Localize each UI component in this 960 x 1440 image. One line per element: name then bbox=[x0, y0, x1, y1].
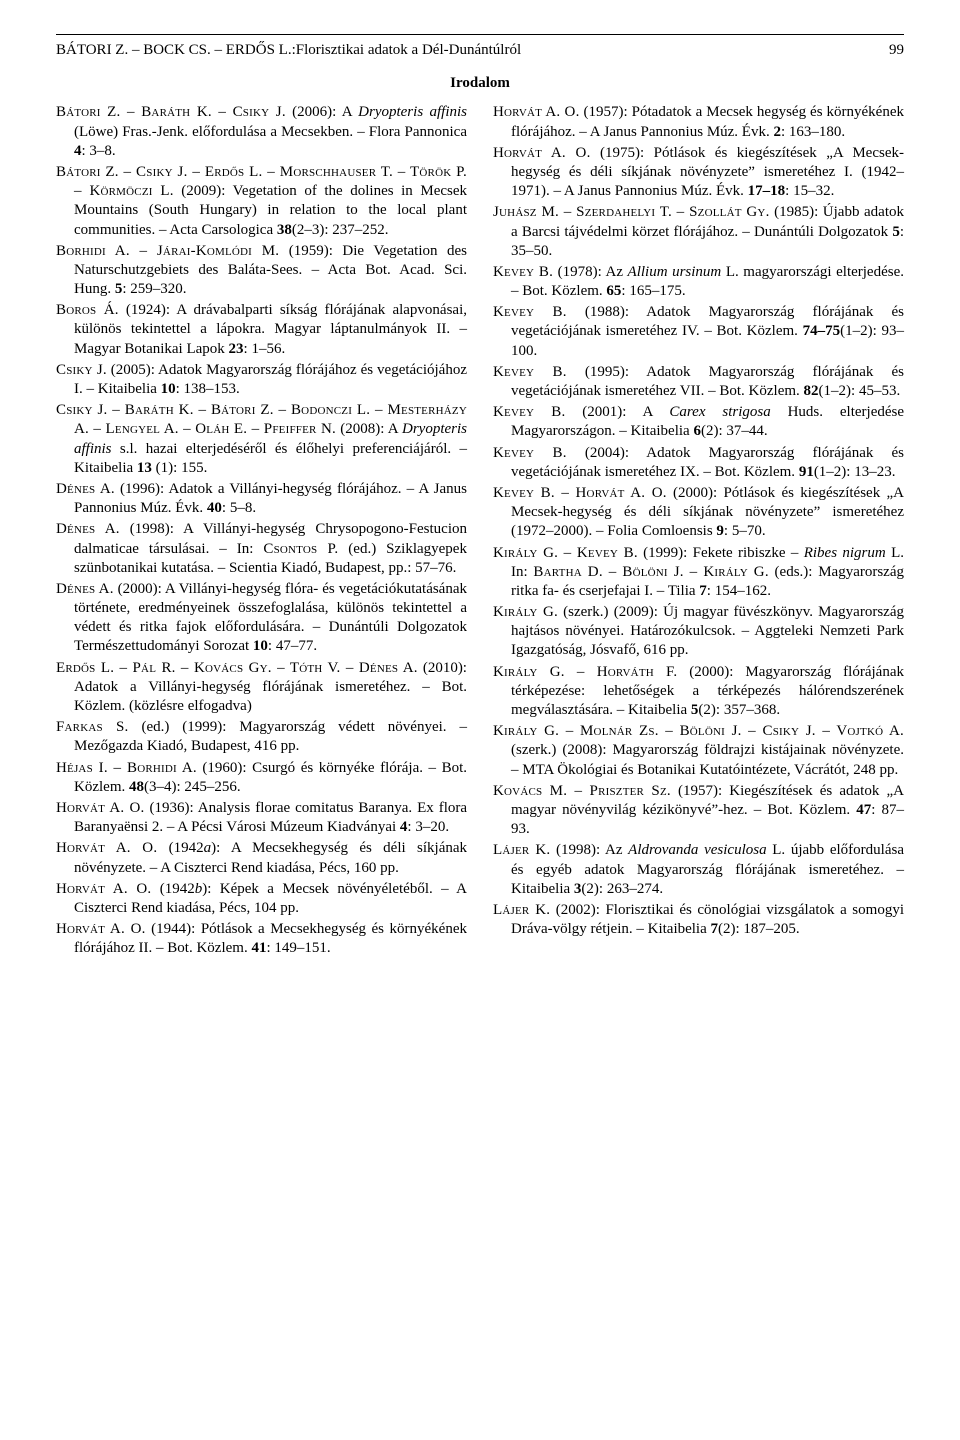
reference-entry: Kevey B. (1988): Adatok Magyarország fló… bbox=[493, 303, 904, 361]
reference-entry: Kevey B. (2004): Adatok Magyarország fló… bbox=[493, 444, 904, 482]
reference-entry: Erdős L. – Pál R. – Kovács Gy. – Tóth V.… bbox=[56, 659, 467, 717]
reference-entry: Kevey B. (1978): Az Allium ursinum L. ma… bbox=[493, 263, 904, 301]
reference-entry: Horvát A. O. (1975): Pótlások és kiegész… bbox=[493, 144, 904, 202]
reference-entry: Borhidi A. – Járai-Komlódi M. (1959): Di… bbox=[56, 242, 467, 300]
top-rule bbox=[56, 34, 904, 35]
reference-entry: Bátori Z. – Csiky J. – Erdős L. – Morsch… bbox=[56, 163, 467, 240]
reference-entry: Horvát A. O. (1942b): Képek a Mecsek növ… bbox=[56, 880, 467, 918]
reference-entry: Kevey B. (1995): Adatok Magyarország fló… bbox=[493, 363, 904, 401]
reference-entry: Király G. (szerk.) (2009): Új magyar füv… bbox=[493, 603, 904, 661]
reference-entry: Csiky J. (2005): Adatok Magyarország fló… bbox=[56, 361, 467, 399]
reference-entry: Király G. – Kevey B. (1999): Fekete ribi… bbox=[493, 544, 904, 602]
reference-entry: Csiky J. – Baráth K. – Bátori Z. – Bodon… bbox=[56, 401, 467, 478]
running-head: BÁTORI Z. – BOCK CS. – ERDŐS L.:Floriszt… bbox=[56, 41, 904, 60]
reference-entry: Farkas S. (ed.) (1999): Magyarország véd… bbox=[56, 718, 467, 756]
reference-entry: Lájer K. (1998): Az Aldrovanda vesiculos… bbox=[493, 841, 904, 899]
section-title: Irodalom bbox=[56, 74, 904, 93]
reference-entry: Horvát A. O. (1942a): A Mecsekhegység és… bbox=[56, 839, 467, 877]
reference-entry: Király G. – Horváth F. (2000): Magyarors… bbox=[493, 663, 904, 721]
reference-entry: Lájer K. (2002): Florisztikai és cönológ… bbox=[493, 901, 904, 939]
reference-entry: Király G. – Molnár Zs. – Bölöni J. – Csi… bbox=[493, 722, 904, 780]
running-head-left: BÁTORI Z. – BOCK CS. – ERDŐS L.:Floriszt… bbox=[56, 41, 521, 60]
reference-entry: Boros Á. (1924): A drávabalparti síkság … bbox=[56, 301, 467, 359]
reference-entry: Héjas I. – Borhidi A. (1960): Csurgó és … bbox=[56, 759, 467, 797]
page-number: 99 bbox=[809, 41, 904, 60]
reference-entry: Horvát A. O. (1944): Pótlások a Mecsekhe… bbox=[56, 920, 467, 958]
reference-entry: Horvát A. O. (1957): Pótadatok a Mecsek … bbox=[493, 103, 904, 141]
references-columns: Bátori Z. – Baráth K. – Csiky J. (2006):… bbox=[56, 103, 904, 958]
reference-entry: Kovács M. – Priszter Sz. (1957): Kiegész… bbox=[493, 782, 904, 840]
reference-entry: Dénes A. (1996): Adatok a Villányi-hegys… bbox=[56, 480, 467, 518]
reference-entry: Dénes A. (1998): A Villányi-hegység Chry… bbox=[56, 520, 467, 578]
reference-entry: Kevey B. – Horvát A. O. (2000): Pótlások… bbox=[493, 484, 904, 542]
reference-entry: Bátori Z. – Baráth K. – Csiky J. (2006):… bbox=[56, 103, 467, 161]
reference-entry: Horvát A. O. (1936): Analysis florae com… bbox=[56, 799, 467, 837]
reference-entry: Dénes A. (2000): A Villányi-hegység flór… bbox=[56, 580, 467, 657]
reference-entry: Juhász M. – Szerdahelyi T. – Szollát Gy.… bbox=[493, 203, 904, 261]
reference-entry: Kevey B. (2001): A Carex strigosa Huds. … bbox=[493, 403, 904, 441]
